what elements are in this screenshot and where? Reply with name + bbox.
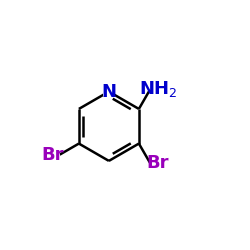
FancyBboxPatch shape (45, 149, 60, 160)
FancyBboxPatch shape (150, 158, 165, 168)
Text: Br: Br (41, 146, 64, 164)
Text: N: N (102, 82, 116, 100)
Text: NH$_2$: NH$_2$ (139, 79, 178, 99)
Text: Br: Br (146, 154, 169, 172)
FancyBboxPatch shape (103, 87, 115, 97)
FancyBboxPatch shape (149, 84, 168, 94)
